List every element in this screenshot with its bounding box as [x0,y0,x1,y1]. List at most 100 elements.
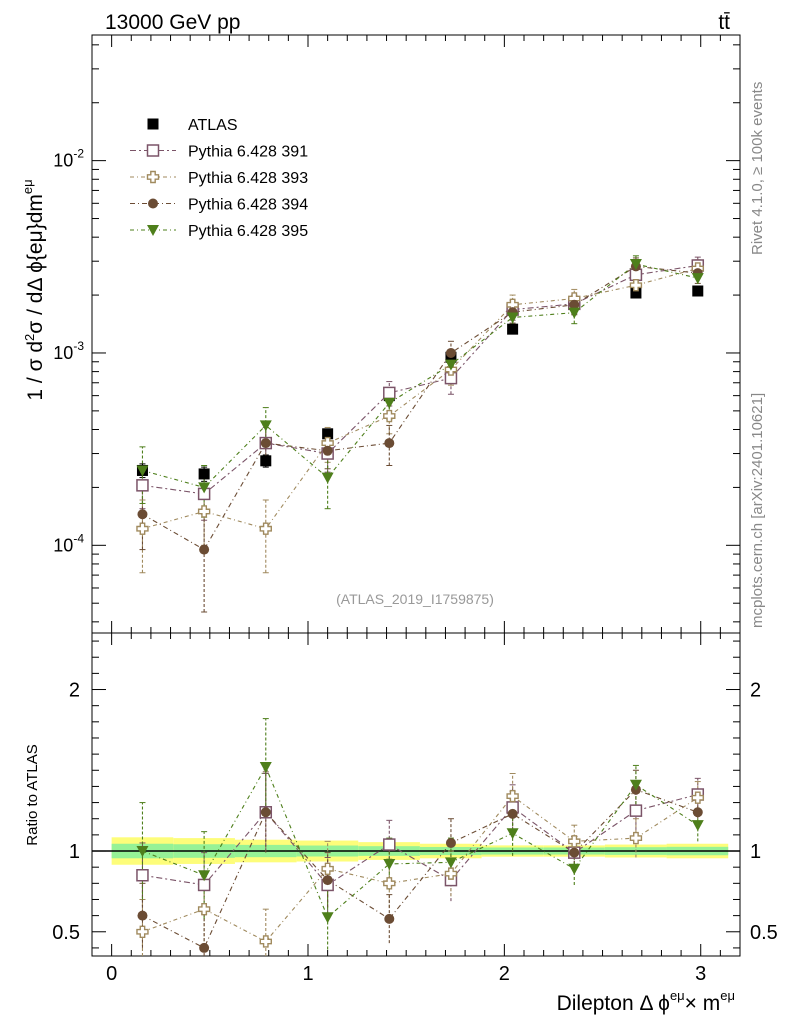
data-point [197,505,211,518]
data-point [137,509,148,520]
data-point [136,846,149,858]
data-point [630,287,642,299]
data-point [384,438,395,449]
data-point [136,522,149,535]
data-point [199,544,210,555]
data-point [445,347,456,358]
data-point [692,807,703,818]
data-point [384,913,395,924]
svg-text:1 / σ d2σ / dΔ ϕ{eμ}dmeμ: 1 / σ d2σ / dΔ ϕ{eμ}dmeμ [20,179,47,400]
data-point [506,312,519,324]
data-point [507,808,518,819]
ratio-error-bars [139,718,701,956]
data-point [568,863,581,875]
legend-entry: Pythia 6.428 393 [188,170,308,187]
data-point [321,912,334,924]
data-point [136,465,149,477]
data-point [197,902,211,916]
legend-entry: ATLAS [188,117,238,134]
x-tick-label: 3 [695,963,706,985]
data-point [260,807,271,818]
data-point [445,837,456,848]
x-axis-label: Dilepton Δ ϕeμ× meμ [557,988,735,1015]
data-point [568,835,581,848]
series-line [142,265,698,551]
ratio-series-lines [142,765,699,949]
data-point [506,828,519,840]
main-markers [136,259,705,555]
series-line [142,789,698,949]
data-point [444,359,457,371]
series-line [142,264,698,495]
ratio-y-ticks: 0.5 0.5 1 1 2 2 [52,640,778,949]
data-point [383,838,396,851]
data-point [321,472,334,484]
ratio-x-ticks: 0 1 2 3 [106,633,721,985]
main-series-lines [142,263,698,551]
data-point [259,420,272,432]
x-tick-label: 0 [106,963,117,985]
legend-marker [147,225,159,236]
series-line [142,267,698,530]
legend-marker [146,144,160,157]
y-tick-label-right: 2 [750,680,761,702]
data-point [136,479,149,492]
data-point [629,779,642,791]
series-line [142,765,699,919]
data-point [691,791,704,804]
ratio-markers [136,762,705,953]
data-point [137,910,148,921]
data-point [322,445,333,456]
main-y-axis-label: 1 / σ d2σ / dΔ ϕ{eμ}dmeμ [20,179,47,400]
data-point [383,877,396,890]
data-point [506,789,519,803]
ratio-y-axis-label: Ratio to ATLAS [24,744,41,845]
main-x-ticks [111,35,721,633]
x-tick-label: 1 [302,963,313,985]
series-line [142,795,699,943]
data-point [198,482,211,494]
data-point [629,804,643,817]
series-line [142,793,698,886]
y-tick-label: 10-2 [53,147,84,171]
legend-marker [148,198,158,209]
data-point [259,935,272,948]
legend-entry: Pythia 6.428 394 [188,197,308,214]
x-tick-label: 2 [499,963,510,985]
y-tick-label: 10-3 [53,339,84,363]
energy-label: 13000 GeV pp [105,11,240,34]
process-label: tt̄ [718,11,730,34]
data-point [136,869,149,882]
y-tick-label: 1 [69,841,80,863]
rivet-label: Rivet 4.1.0, ≥ 100k events [749,82,766,255]
data-point [322,428,334,440]
ratio-panel-frame [91,632,741,957]
y-tick-label-right: 1 [750,841,761,863]
svg-text:Dilepton Δ ϕeμ× meμ: Dilepton Δ ϕeμ× meμ [557,988,735,1015]
data-point [568,307,581,319]
data-point [199,942,210,953]
data-point [198,870,211,882]
data-point [260,438,271,449]
y-tick-label: 0.5 [52,922,80,944]
data-point [383,397,396,409]
series-line [142,263,698,489]
data-point [444,857,457,869]
y-tick-label-right: 0.5 [750,922,778,944]
data-point [692,285,704,297]
data-point [629,831,643,845]
data-point [569,299,580,310]
legend: ATLAS Pythia 6.428 391 Pythia 6.428 393 Pyt… [130,117,308,240]
data-point [383,386,396,400]
source-label: mcplots.cern.ch [arXiv:2401.10621] [749,393,766,628]
data-point [259,762,272,774]
data-point [507,323,519,335]
legend-marker [146,170,160,184]
data-point [629,259,642,271]
main-error-bars [139,255,701,613]
data-point [136,925,149,938]
analysis-watermark: (ATLAS_2019_I1759875) [336,591,494,607]
data-point [321,862,334,875]
data-point [383,409,396,423]
